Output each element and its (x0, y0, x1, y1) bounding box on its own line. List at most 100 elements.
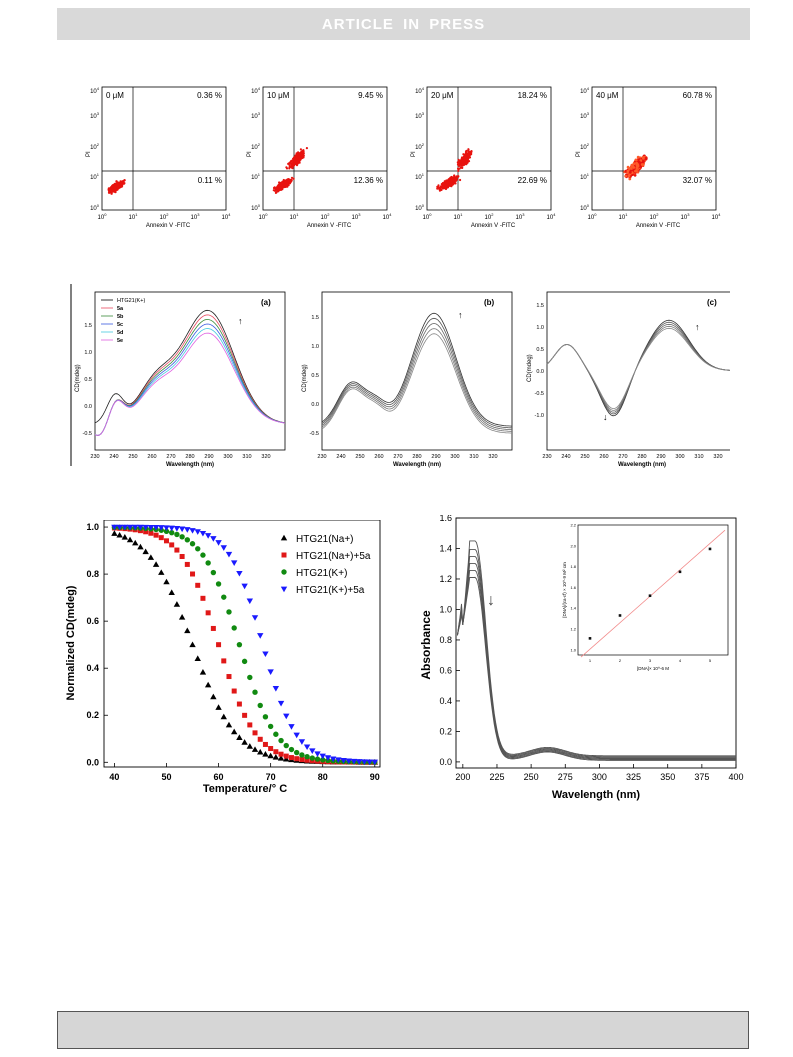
cd-legend: HTG21(K+) 5a 5b 5c 5d 5e (101, 298, 145, 344)
data-point (366, 759, 373, 766)
x-tick-label: 350 (660, 772, 675, 782)
inset-x-tick-label: 5 (709, 658, 712, 663)
data-point (179, 553, 185, 559)
data-point (184, 537, 191, 543)
inset-data-point (678, 570, 682, 574)
event-dot (120, 185, 123, 188)
data-point (247, 722, 253, 728)
data-point (116, 524, 123, 531)
tick-label: 100 (90, 203, 100, 212)
tick-label: 102 (415, 142, 425, 151)
tick-label: 103 (415, 111, 425, 120)
event-dot (305, 147, 308, 150)
data-point (267, 723, 274, 730)
event-dot (298, 158, 301, 161)
tick-label: 1.5 (536, 303, 544, 309)
event-dot (467, 160, 471, 163)
legend: HTG21(Na+) HTG21(Na+)+5a HTG21(K+) HTG21(K+… (280, 534, 371, 596)
event-dot (299, 148, 302, 151)
data-point (298, 739, 306, 745)
cd-spectrum-line (546, 323, 730, 413)
inset-data-point (588, 637, 592, 640)
event-dot (438, 189, 441, 192)
event-dot (458, 164, 461, 167)
tick-label: 230 (90, 454, 99, 460)
cd-xlabel: Wavelength (nm) (166, 462, 214, 468)
tick-label: 101 (129, 212, 139, 221)
x-tick-label: 400 (728, 772, 743, 782)
x-axis-label: Temperature/° C (203, 783, 287, 795)
y-tick-label: 1.2 (439, 574, 452, 584)
event-dot (437, 186, 440, 189)
data-point (189, 641, 196, 648)
data-point (262, 714, 269, 720)
cd-panel-b: (b) ↑ 1.5 1.0 0.5 0.0 -0.5 230 240 250 260 2… (302, 291, 513, 468)
cell-population (272, 147, 308, 194)
tick-label: 104 (251, 86, 261, 95)
event-dot (459, 160, 462, 163)
event-dot (464, 156, 467, 159)
absorbance-line (456, 555, 736, 759)
data-point (132, 524, 139, 531)
cd-spectra-figure: (a) ↑ HTG21(K+) 5a 5b 5c 5d 5e 1.5 1.0 0… (70, 284, 730, 468)
data-point (236, 734, 243, 740)
data-point (257, 702, 263, 709)
data-point (283, 755, 290, 762)
flow-xlabel: Annexin V -FITC (307, 223, 352, 229)
data-point (210, 693, 217, 700)
absorbance-line (456, 576, 736, 761)
event-dot (442, 182, 445, 186)
event-dot (640, 163, 644, 166)
tick-label: 300 (450, 454, 459, 460)
cd-spectrum-line (94, 328, 286, 436)
event-dot (293, 159, 296, 162)
data-point (148, 530, 154, 536)
event-dot (463, 163, 466, 166)
cd-spectrum-line (321, 312, 513, 427)
data-point (277, 700, 285, 707)
cd-spectrum-line (546, 319, 730, 417)
event-dot (450, 179, 453, 182)
cd-ylabel: CD(mdeg) (527, 354, 533, 382)
tick-label: 104 (547, 212, 557, 221)
y-tick-label: 0.8 (86, 569, 99, 579)
event-dot (644, 156, 648, 160)
flow-panel: 20 μM 18.24 % 22.69 % Annexin V -FITC PI… (411, 86, 556, 229)
plot-frame (455, 517, 737, 769)
flow-lr-percent: 0.11 % (198, 176, 222, 185)
data-point (241, 739, 248, 745)
event-dot (466, 157, 469, 161)
event-dot (628, 177, 632, 181)
event-dot (457, 158, 460, 161)
data-point (195, 582, 201, 588)
data-point (184, 561, 190, 567)
x-tick-label: 225 (489, 772, 504, 782)
event-dot (457, 168, 460, 171)
cd-curves (94, 309, 286, 436)
event-dot (274, 189, 277, 192)
inset-frame (577, 524, 729, 656)
data-point (288, 724, 295, 730)
event-dot (302, 154, 305, 157)
data-point (137, 524, 144, 531)
data-point (204, 681, 212, 688)
tick-label: 100 (98, 212, 108, 221)
inset-x-tick-label: 1 (589, 658, 592, 663)
legend-label: 5e (117, 338, 123, 344)
flow-ylabel: PI (576, 151, 582, 157)
event-dot (635, 164, 639, 167)
data-point (314, 756, 321, 762)
tick-label: 320 (261, 454, 270, 460)
flow-panel: 40 μM 60.78 % 32.07 % Annexin V -FITC PI… (576, 86, 721, 229)
data-point (163, 525, 170, 531)
flow-lr-percent: 12.36 % (354, 176, 383, 185)
inset-y-tick-label: 1.6 (570, 585, 576, 590)
data-point (116, 531, 123, 538)
cd-spectrum-line (94, 332, 286, 436)
data-point (268, 746, 274, 752)
flow-plot-frame (101, 86, 227, 211)
data-point (121, 524, 129, 531)
cd-spectrum-line (546, 321, 730, 415)
data-point (199, 530, 207, 537)
tick-label: 103 (90, 111, 100, 120)
